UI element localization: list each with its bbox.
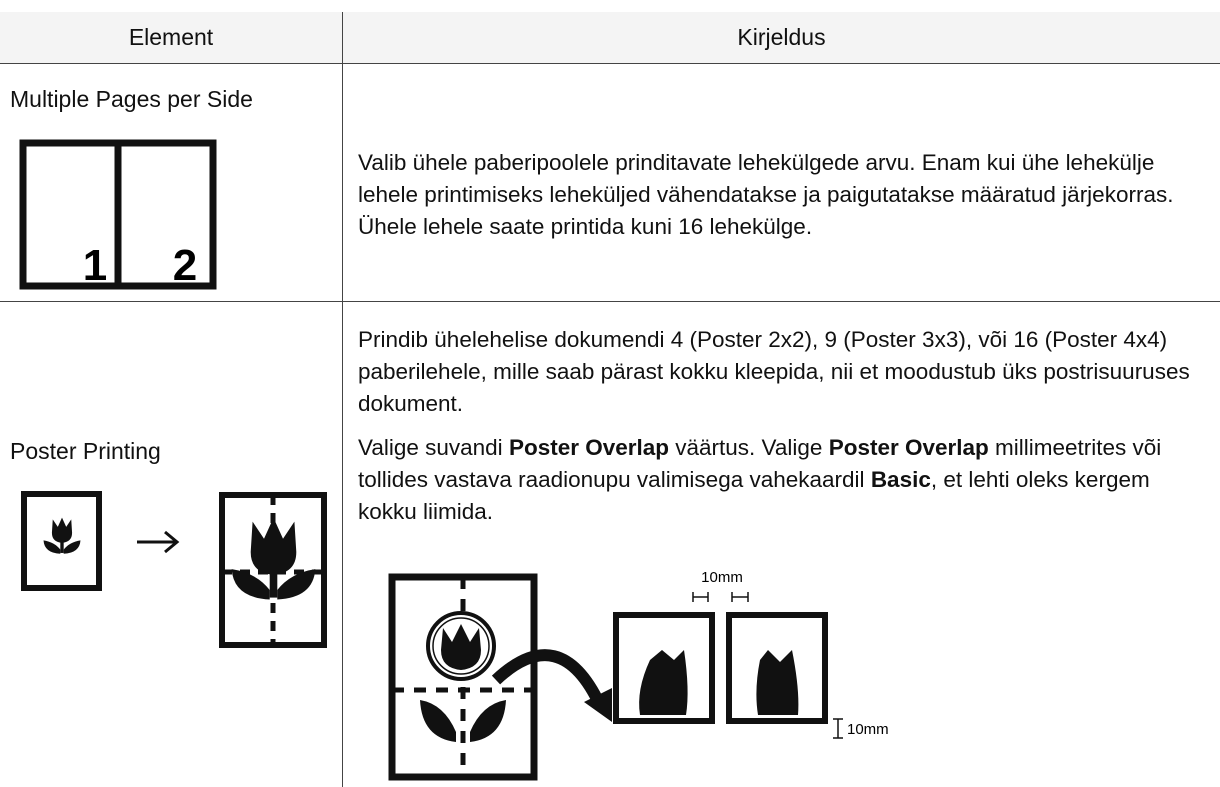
icon-label: 1 bbox=[83, 241, 107, 290]
bold-text: Poster Overlap bbox=[508, 435, 670, 460]
dimension-label: 10mm bbox=[847, 721, 889, 738]
bold-text: Poster Overlap bbox=[828, 435, 989, 460]
bold-text: Basic bbox=[870, 467, 931, 492]
poster-icon bbox=[21, 491, 327, 648]
column-divider bbox=[342, 12, 343, 787]
header-cell: Kirjeldus bbox=[343, 12, 1220, 62]
paragraph: Valige suvandi Poster Overlap väärtus. V… bbox=[358, 432, 1213, 528]
paragraph: Valib ühele paberipoolele prinditavate l… bbox=[358, 147, 1213, 243]
element-name: Multiple Pages per Side bbox=[10, 86, 253, 112]
text: Valib ühele paberipoolele prinditavate l… bbox=[358, 150, 1174, 239]
text: väärtus. Valige bbox=[669, 435, 829, 460]
text: Prindib ühelehelise dokumendi 4 (Poster … bbox=[358, 327, 1190, 416]
description: Valib ühele paberipoolele prinditavate l… bbox=[358, 147, 1213, 255]
dimension-label: 10mm bbox=[701, 569, 743, 586]
multiple-pages-icon: 1 2 bbox=[19, 139, 217, 290]
icon-label: 2 bbox=[173, 241, 197, 290]
header-cell: Element bbox=[0, 12, 342, 62]
text: , et lehti oleks kergem kokku liimida. bbox=[358, 467, 1150, 524]
paragraph: Prindib ühelehelise dokumendi 4 (Poster … bbox=[358, 324, 1213, 420]
element-name: Poster Printing bbox=[10, 438, 161, 464]
overlap-figure: 10mm 10mm bbox=[388, 569, 889, 781]
text: Valige suvandi bbox=[358, 435, 509, 460]
text: millimeetrites või tollides vastava raad… bbox=[358, 435, 1162, 492]
description: Prindib ühelehelise dokumendi 4 (Poster … bbox=[358, 324, 1213, 540]
row-divider bbox=[0, 301, 1220, 302]
